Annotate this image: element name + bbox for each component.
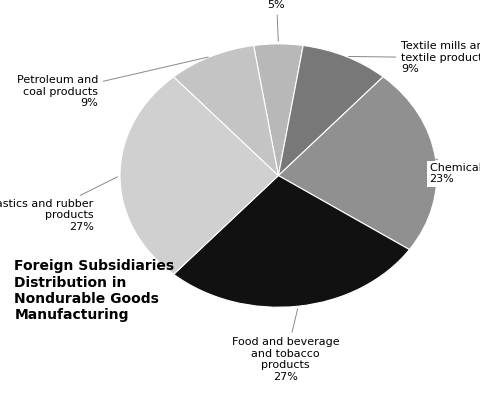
Wedge shape [174, 45, 278, 176]
Wedge shape [278, 45, 383, 176]
Text: Textile mills and
textile product mills
9%: Textile mills and textile product mills … [348, 41, 480, 75]
Text: Chemical products
23%: Chemical products 23% [430, 159, 480, 184]
Wedge shape [174, 176, 409, 307]
Text: Food and beverage
and tobacco
products
27%: Food and beverage and tobacco products 2… [232, 309, 339, 382]
Text: Printing and
related support
activities
5%: Printing and related support activities … [233, 0, 319, 41]
Text: Petroleum and
coal products
9%: Petroleum and coal products 9% [17, 57, 208, 109]
Wedge shape [120, 77, 278, 275]
Wedge shape [278, 77, 437, 249]
Wedge shape [253, 44, 303, 176]
Text: Foreign Subsidiaries
Distribution in
Nondurable Goods
Manufacturing: Foreign Subsidiaries Distribution in Non… [14, 259, 175, 322]
Text: Plastics and rubber
products
27%: Plastics and rubber products 27% [0, 177, 118, 232]
